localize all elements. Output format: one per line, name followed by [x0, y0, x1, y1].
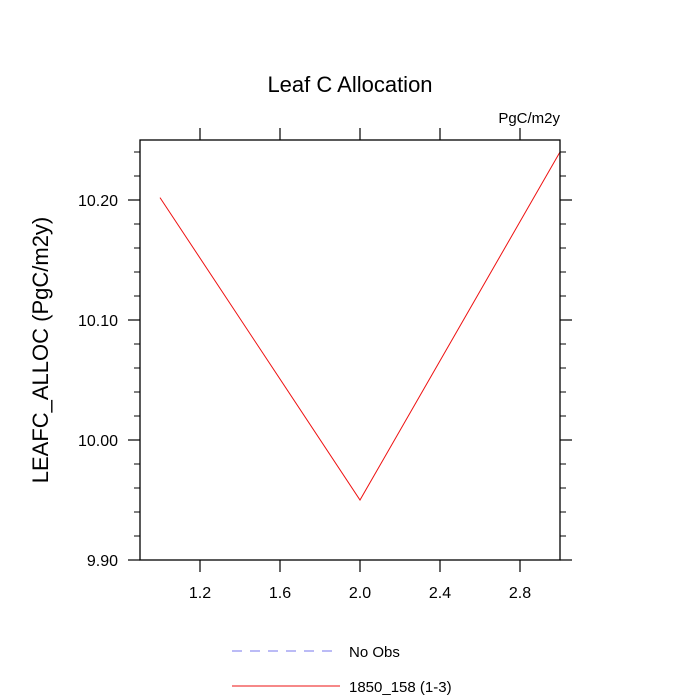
chart-title: Leaf C Allocation: [267, 72, 432, 97]
x-tick-label: 1.6: [269, 585, 291, 602]
plot-lines: [159, 151, 561, 501]
x-tick-label: 2.4: [429, 585, 451, 602]
y-tick-label: 10.00: [78, 433, 118, 450]
plot-frame: [139, 139, 561, 561]
x-tick-labels: 1.2 1.6 2.0 2.4 2.8: [189, 585, 531, 602]
legend: No Obs 1850_158 (1-3): [232, 644, 452, 696]
y-tick-label: 10.20: [78, 193, 118, 210]
units-label: PgC/m2y: [498, 110, 560, 127]
x-tick-label: 1.2: [189, 585, 211, 602]
legend-label: No Obs: [349, 644, 400, 661]
x-tick-label: 2.8: [509, 585, 531, 602]
legend-label: 1850_158 (1-3): [349, 679, 452, 696]
y-tick-labels: 9.90 10.00 10.10 10.20: [78, 193, 118, 570]
y-tick-label: 9.90: [87, 553, 118, 570]
y-tick-label: 10.10: [78, 313, 118, 330]
x-tick-label: 2.0: [349, 585, 371, 602]
axis-ticks: [128, 128, 572, 572]
y-axis-label: LEAFC_ALLOC (PgC/m2y): [28, 217, 53, 484]
series-line: [159, 151, 561, 501]
